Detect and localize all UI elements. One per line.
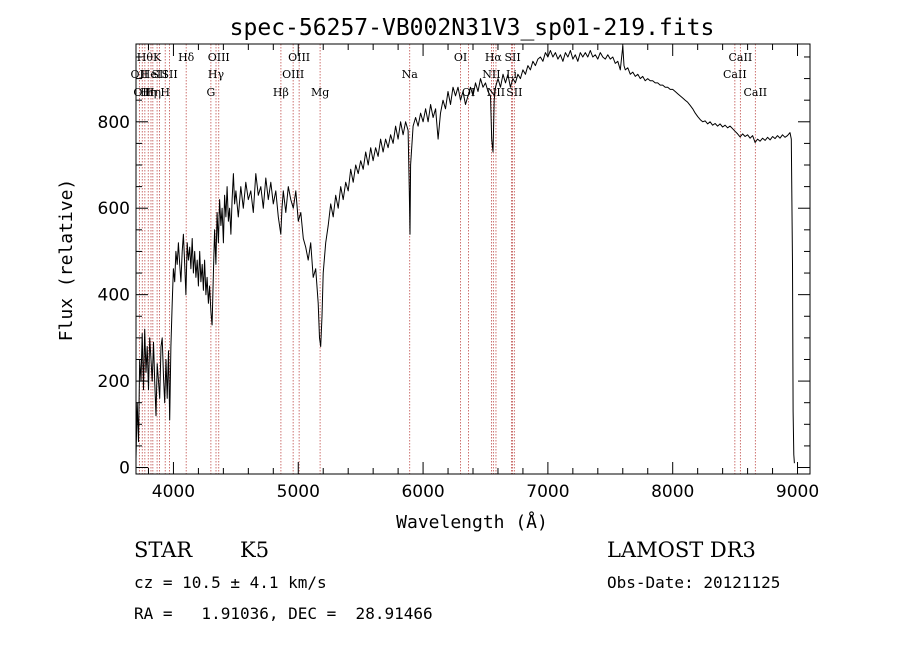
line-marker-label: Hη xyxy=(140,86,156,99)
line-marker-label: Na xyxy=(402,68,419,81)
observation-date: Obs-Date: 20121125 xyxy=(607,573,781,592)
line-markers xyxy=(138,44,756,474)
line-marker-label: NII xyxy=(487,86,505,99)
line-marker-label: SII xyxy=(151,68,167,81)
object-class: STAR xyxy=(134,538,193,562)
line-marker-labels: OIIOIIHθHηHeIHηKSIIHSIIHδGHγOIIIHβOIIIOI… xyxy=(131,51,768,99)
object-subclass: K5 xyxy=(240,538,270,562)
line-marker-label: CaII xyxy=(729,51,753,64)
x-tick-label: 5000 xyxy=(277,482,320,502)
x-tick-label: 6000 xyxy=(401,482,444,502)
x-axis-title: Wavelength (Å) xyxy=(396,511,548,533)
line-marker-label: G xyxy=(206,86,215,99)
line-marker-label: Hδ xyxy=(178,51,195,64)
line-marker-label: OIII xyxy=(288,51,310,64)
line-marker-label: Mg xyxy=(311,86,329,99)
line-marker-label: SII xyxy=(504,51,520,64)
redshift-cz: cz = 10.5 ± 4.1 km/s xyxy=(134,573,327,592)
x-tick-label: 8000 xyxy=(651,482,694,502)
line-marker-label: OIII xyxy=(282,68,304,81)
x-tick-label: 4000 xyxy=(152,482,195,502)
line-marker-label: Li xyxy=(506,68,517,81)
line-marker-label: OI xyxy=(454,51,467,64)
line-marker-label: SII xyxy=(506,86,522,99)
spectrum-series-line xyxy=(135,45,795,464)
y-tick-label: 0 xyxy=(119,459,130,479)
y-axis-title: Flux (relative) xyxy=(56,179,77,342)
line-marker-label: Hη xyxy=(145,86,161,99)
plot-frame xyxy=(135,43,811,475)
line-marker-label: K xyxy=(153,51,162,64)
line-marker-label: Hα xyxy=(485,51,503,64)
line-marker-label: H xyxy=(160,86,170,99)
line-marker-label: OIII xyxy=(208,51,230,64)
survey-name: LAMOST DR3 xyxy=(607,538,756,562)
line-marker-label: HeI xyxy=(141,68,161,81)
line-marker-label: Hθ xyxy=(137,51,154,64)
y-tick-label: 400 xyxy=(98,286,130,306)
line-marker-label: OII xyxy=(131,68,149,81)
y-tick-label: 200 xyxy=(98,372,130,392)
line-marker-label: SII xyxy=(161,68,177,81)
ra-dec-coordinates: RA = 1.91036, DEC = 28.91466 xyxy=(134,604,433,623)
line-marker-label: OII xyxy=(133,86,151,99)
y-tick-label: 800 xyxy=(98,113,130,133)
x-tick-label: 9000 xyxy=(776,482,819,502)
line-marker-label: Hβ xyxy=(273,86,289,99)
y-tick-label: 600 xyxy=(98,199,130,219)
line-marker-label: NII xyxy=(482,68,500,81)
line-marker-label: Hγ xyxy=(208,68,225,81)
x-tick-label: 7000 xyxy=(526,482,569,502)
chart-title: spec-56257-VB002N31V3_sp01-219.fits xyxy=(230,15,715,41)
line-marker-label: CaII xyxy=(743,86,767,99)
line-marker-label: CaII xyxy=(723,68,747,81)
axis-ticks: 4000 5000 6000 7000 8000 9000 0 200 400 600 800 xyxy=(98,44,819,502)
